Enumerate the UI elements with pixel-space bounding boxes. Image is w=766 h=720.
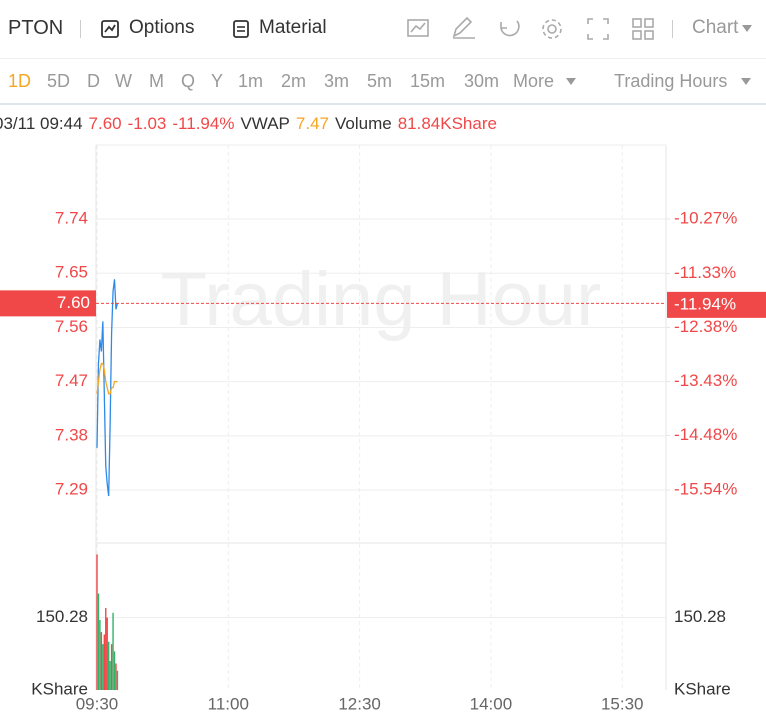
x-tick-label: 09:30 [76, 694, 119, 713]
tool-icons[interactable] [405, 14, 665, 44]
y2-tick-label: -10.27% [674, 208, 737, 227]
last-price-box [0, 290, 96, 317]
period[interactable]: D [87, 71, 100, 91]
chart-button[interactable]: Chart [692, 17, 739, 38]
options-button[interactable]: Options [129, 17, 195, 38]
change: -1.03 [127, 114, 167, 133]
y2-tick-label: -15.54% [674, 479, 737, 498]
volume-bar [107, 641, 110, 690]
price-line [96, 279, 119, 497]
volume-bar [96, 554, 98, 690]
volume-bar [100, 632, 103, 690]
period[interactable]: 5D [47, 71, 71, 91]
options-icon [101, 20, 119, 38]
volume-bar [105, 607, 107, 690]
period[interactable]: 30m [464, 71, 500, 91]
dropdown-arrow [742, 25, 752, 32]
x-tick-label: 12:30 [338, 694, 381, 713]
last-change-label: -11.94% [674, 294, 736, 313]
watermark: Trading Hour [161, 257, 602, 342]
volume-bar [109, 661, 111, 690]
period[interactable]: M [149, 71, 164, 91]
price: 7.60 [88, 114, 122, 133]
volume-unit: KShare [31, 679, 88, 698]
volume-bar [113, 651, 116, 690]
period[interactable]: Y [211, 71, 224, 91]
y-tick-label: 7.47 [55, 371, 88, 390]
y2-tick-label: -12.38% [674, 317, 737, 336]
period[interactable]: 1D [8, 71, 32, 91]
divider [0, 103, 766, 105]
volume-bar [103, 634, 105, 690]
period[interactable]: 3m [324, 71, 350, 91]
y2-tick-label: -14.48% [674, 425, 737, 444]
volume-tick-label: 150.28 [674, 607, 726, 626]
volume-bar [115, 663, 117, 690]
x-tick-label: 15:30 [601, 694, 644, 713]
volume-tick-label: 150.28 [36, 607, 88, 626]
separator [80, 20, 81, 38]
y-tick-label: 7.29 [55, 479, 88, 498]
material-icon [233, 20, 249, 38]
y-tick-label: 7.38 [55, 425, 88, 444]
datetime: 03/11 09:44 [0, 114, 83, 133]
divider [0, 58, 766, 59]
period[interactable]: 5m [367, 71, 393, 91]
vwap-value: 7.47 [295, 114, 329, 133]
y-tick-label: 7.56 [55, 317, 88, 336]
x-tick-label: 14:00 [470, 694, 513, 713]
volume-label: Volume [334, 114, 392, 133]
separator [672, 20, 673, 38]
change-pct: -11.94% [172, 114, 235, 133]
dropdown-arrow [741, 78, 751, 85]
y2-tick-label: -11.33% [674, 263, 736, 282]
period[interactable]: 15m [410, 71, 446, 91]
info-line: 03/11 09:44 7.60 -1.03 -11.94% VWAP 7.47… [0, 114, 497, 134]
more-button[interactable]: More [513, 71, 555, 91]
last-change-box [667, 291, 766, 318]
volume-bar [112, 612, 114, 690]
vwap-label: VWAP [240, 114, 290, 133]
period[interactable]: 2m [281, 71, 307, 91]
volume-bar [110, 644, 113, 690]
volume-bar [99, 620, 101, 690]
volume-value: 81.84KShare [397, 114, 497, 133]
x-tick-label: 11:00 [208, 694, 249, 713]
period[interactable]: W [115, 71, 132, 91]
volume-bar [116, 670, 119, 690]
y-tick-label: 7.74 [55, 209, 88, 228]
trading-hours-button[interactable]: Trading Hours [614, 71, 728, 91]
volume-bar [102, 644, 104, 690]
y-tick-label: 7.65 [55, 263, 88, 282]
volume-bar [106, 617, 108, 690]
price-line [96, 362, 118, 395]
material-button[interactable]: Material [259, 17, 327, 38]
last-price-label: 7.60 [57, 293, 90, 312]
symbol[interactable]: PTON [8, 17, 64, 39]
y2-tick-label: -13.43% [674, 371, 737, 390]
period[interactable]: Q [181, 71, 196, 91]
volume-bar [97, 593, 100, 690]
period[interactable]: 1m [238, 71, 264, 91]
volume-unit: KShare [674, 679, 731, 698]
dropdown-arrow [566, 78, 576, 85]
